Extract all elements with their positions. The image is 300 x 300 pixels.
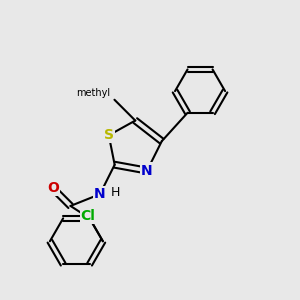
Text: Cl: Cl [81, 209, 96, 223]
Text: N: N [94, 187, 106, 201]
Text: methyl: methyl [76, 88, 110, 98]
Text: O: O [47, 181, 59, 195]
Text: N: N [141, 164, 153, 178]
Text: H: H [110, 186, 120, 199]
Text: S: S [104, 128, 114, 142]
